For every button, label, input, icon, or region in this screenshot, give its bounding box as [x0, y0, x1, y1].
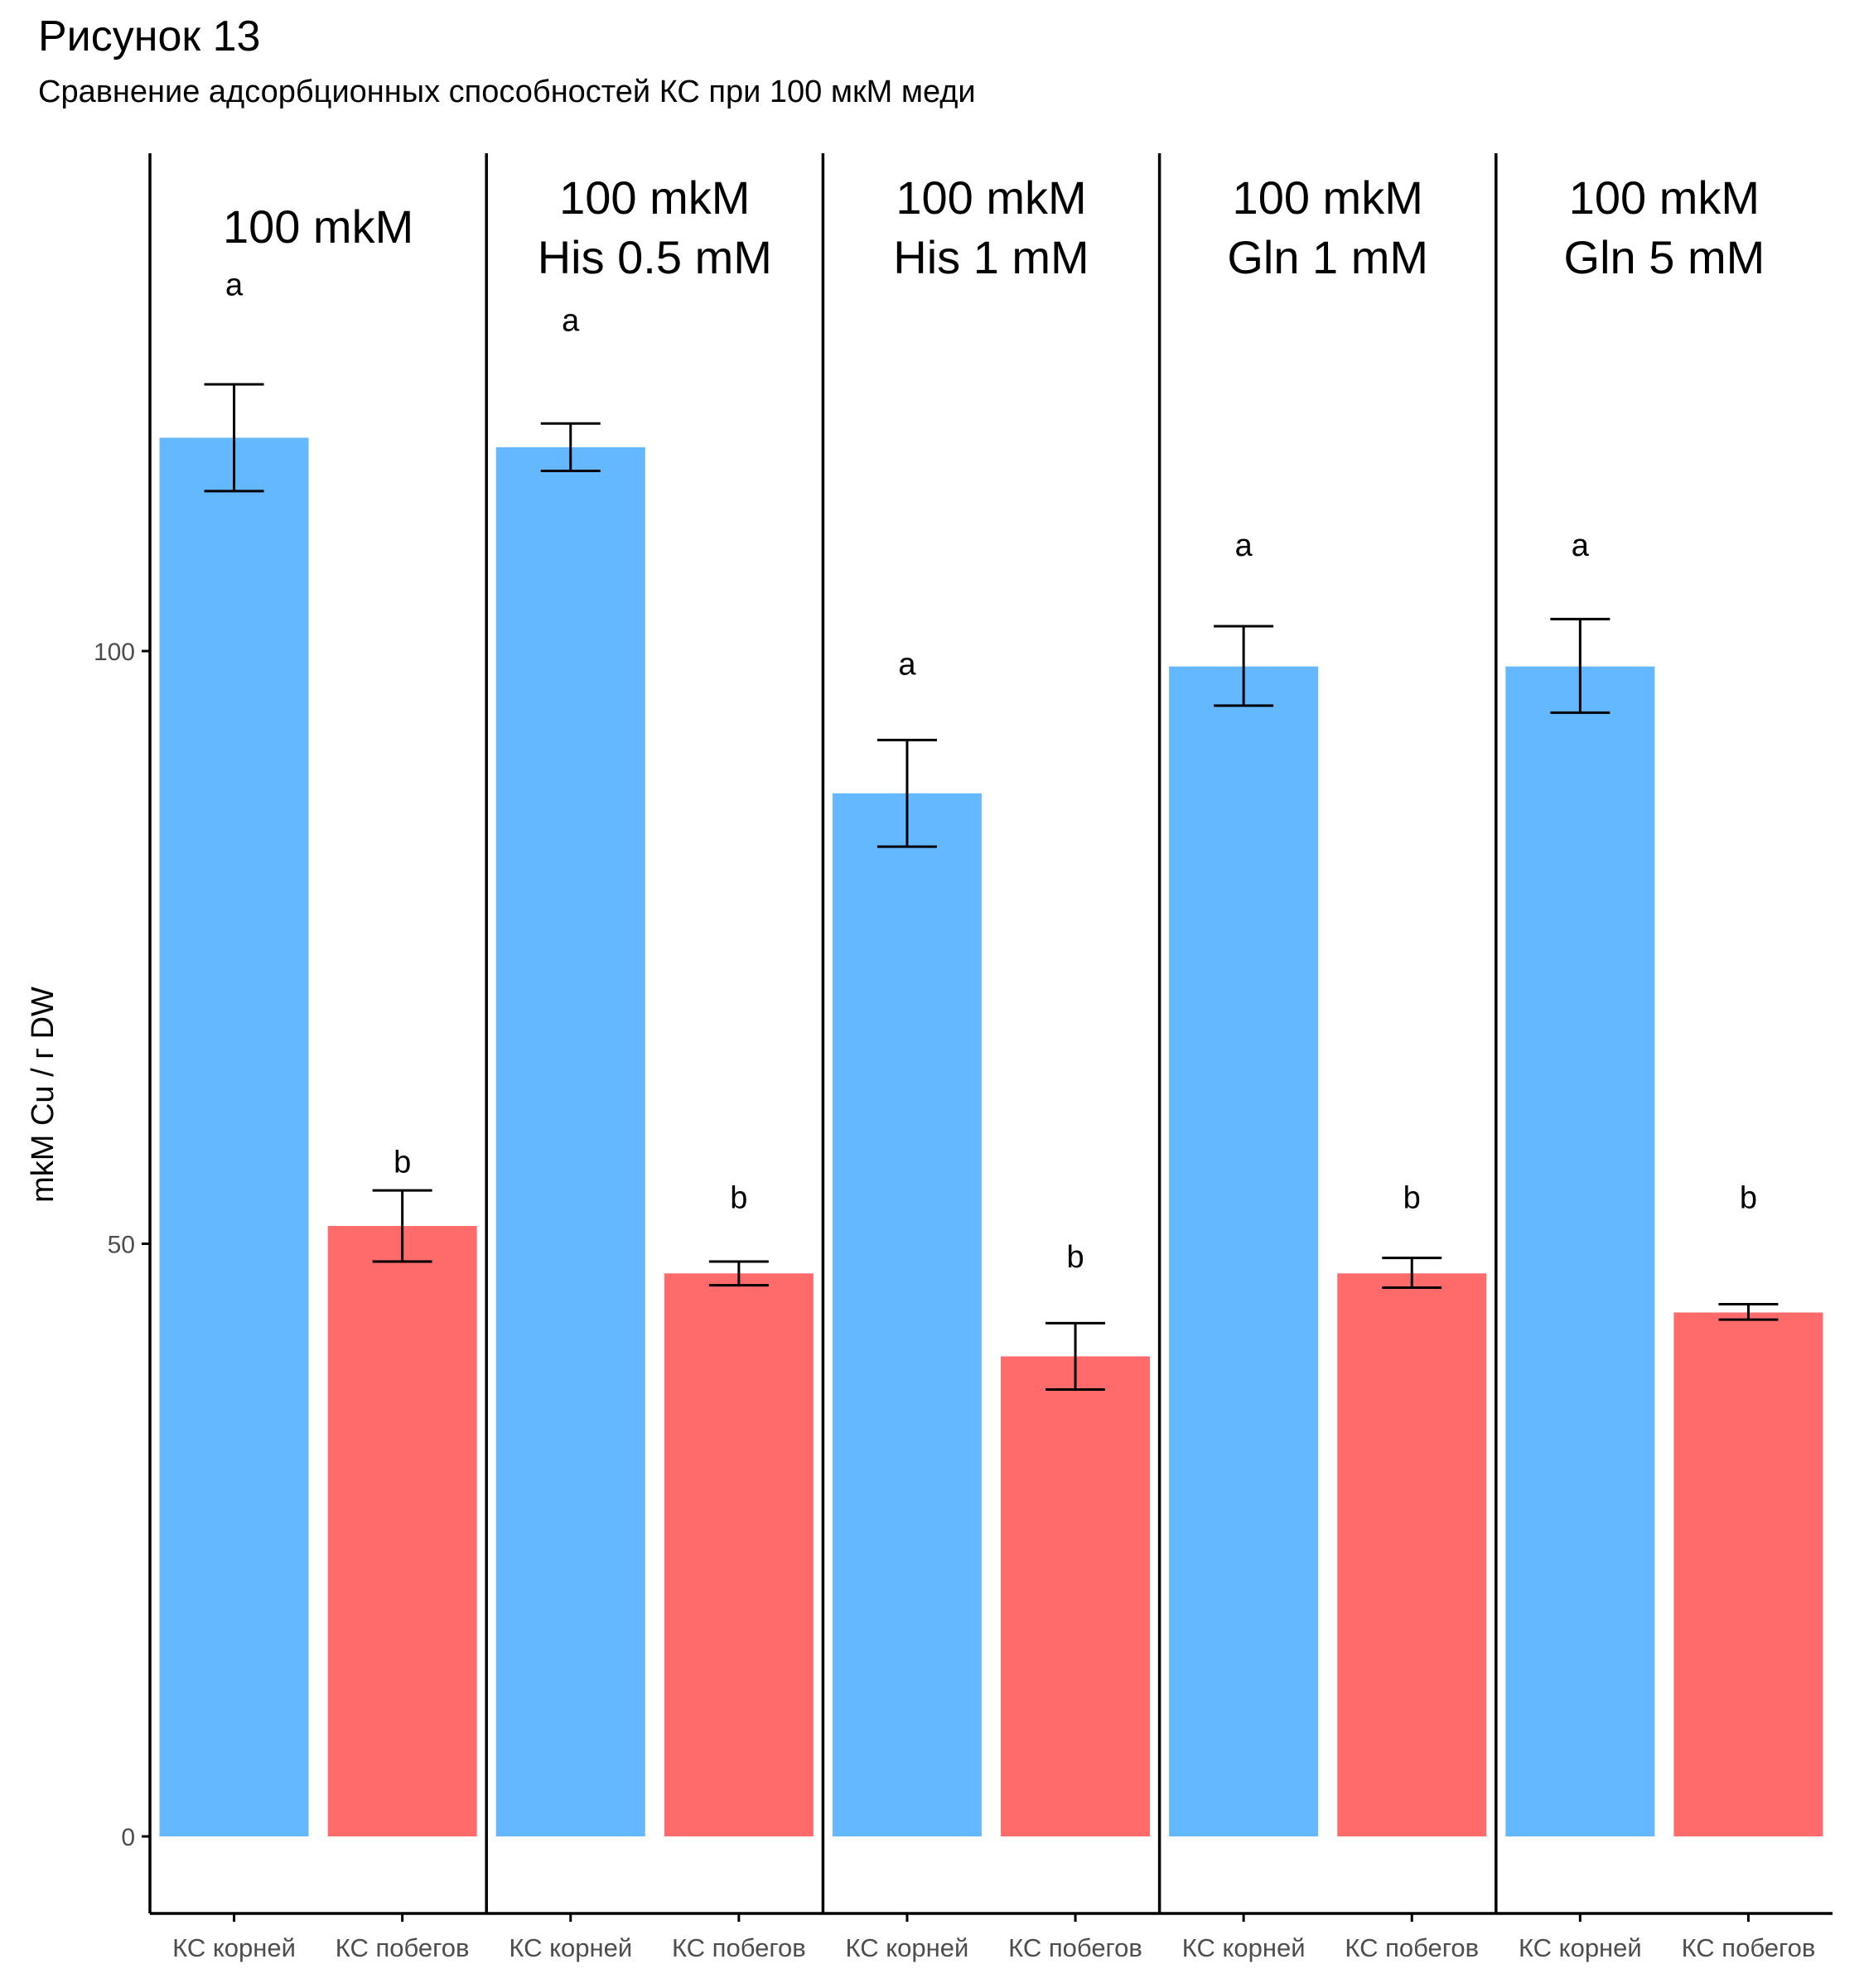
x-tick-label-4-1: КС побегов: [1682, 1933, 1816, 1962]
bar-panel2-1: [1001, 1356, 1151, 1836]
panel-label-1-line-0: 100 mkM: [559, 171, 750, 224]
x-tick-label-4-0: КС корней: [1519, 1933, 1642, 1962]
significance-letter-3-0: a: [1235, 528, 1253, 563]
panel-label-2-line-1: His 1 mM: [893, 231, 1089, 283]
y-tick-label-1: 50: [108, 1231, 135, 1258]
x-tick-label-0-0: КС корней: [172, 1933, 296, 1962]
panel-label-3-line-1: Gln 1 mM: [1227, 231, 1428, 283]
significance-letter-3-1: b: [1403, 1180, 1421, 1215]
bar-panel0-1: [327, 1226, 477, 1836]
x-tick-label-1-1: КС побегов: [672, 1933, 806, 1962]
bar-panel1-0: [495, 446, 645, 1836]
bar-panel2-0: [832, 793, 982, 1836]
figure-subtitle: Сравнение адсорбционных способностей КС …: [38, 75, 976, 109]
significance-letter-2-0: a: [898, 647, 916, 682]
bar-panel4-1: [1673, 1312, 1823, 1836]
y-tick-label-2: 100: [94, 639, 135, 666]
bar-panel4-0: [1505, 666, 1655, 1836]
y-axis-title: mkM Cu / г DW: [26, 987, 60, 1203]
x-tick-label-3-0: КС корней: [1182, 1933, 1306, 1962]
x-tick-label-2-0: КС корней: [846, 1933, 969, 1962]
panel-label-3-line-0: 100 mkM: [1233, 171, 1423, 224]
panel-label-2-line-0: 100 mkM: [896, 171, 1086, 224]
x-tick-label-3-1: КС побегов: [1345, 1933, 1479, 1962]
significance-letter-0-1: b: [394, 1145, 411, 1180]
x-tick-label-2-1: КС побегов: [1008, 1933, 1142, 1962]
significance-letter-4-0: a: [1572, 528, 1590, 563]
panel-label-1-line-1: His 0.5 mM: [538, 231, 772, 283]
significance-letter-2-1: b: [1066, 1240, 1084, 1275]
bar-panel3-1: [1337, 1273, 1487, 1836]
bar-panel3-0: [1169, 666, 1319, 1836]
significance-letter-4-1: b: [1740, 1180, 1757, 1215]
bar-panel0-0: [159, 437, 309, 1836]
significance-letter-0-0: a: [225, 268, 244, 302]
y-tick-label-0: 0: [121, 1824, 135, 1851]
significance-letter-1-1: b: [730, 1180, 747, 1215]
figure-title: Рисунок 13: [38, 12, 261, 60]
panel-label-4-line-1: Gln 5 mM: [1564, 231, 1765, 283]
panel-label-0: 100 mkM: [223, 200, 413, 253]
x-tick-label-0-1: КС побегов: [336, 1933, 470, 1962]
significance-letter-1-0: a: [562, 303, 580, 338]
x-tick-label-1-0: КС корней: [509, 1933, 632, 1962]
bar-panel1-1: [664, 1273, 814, 1836]
panel-label-4-line-0: 100 mkM: [1569, 171, 1760, 224]
